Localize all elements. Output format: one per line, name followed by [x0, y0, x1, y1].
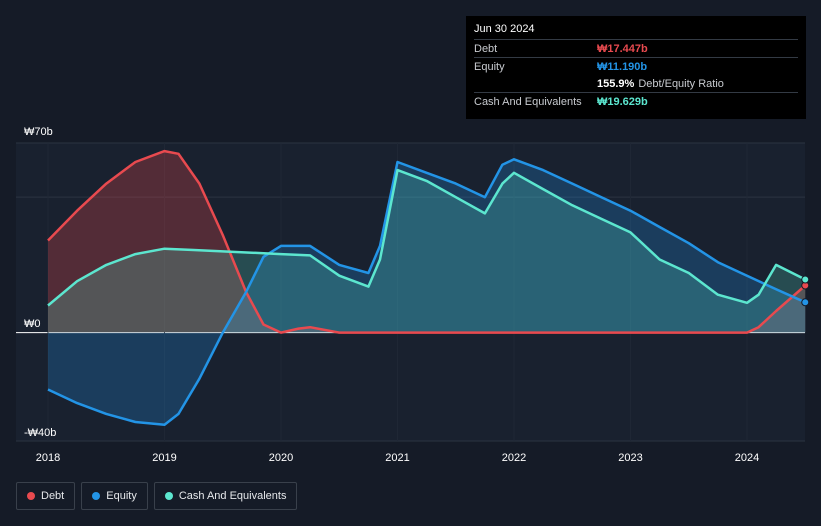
x-tick-label: 2018: [36, 452, 60, 464]
x-tick-label: 2020: [269, 452, 293, 464]
debt-line: [47, 149, 807, 334]
y-tick-label: ₩0: [24, 318, 41, 330]
tooltip-row-label: Equity: [474, 60, 505, 73]
x-tick-label: 2021: [385, 452, 409, 464]
legend-label: Cash And Equivalents: [178, 490, 287, 502]
legend-dot-icon: [164, 492, 173, 500]
tooltip-row: Equity ₩11.190b: [474, 57, 798, 75]
tooltip-panel: Jun 30 2024 Debt ₩17.447b Equity ₩11.190b 15…: [466, 16, 806, 119]
legend-label: Debt: [41, 490, 65, 502]
legend-dot-icon: [27, 492, 35, 500]
tooltip-row-label: Debt: [474, 42, 498, 55]
tooltip-row-value: ₩19.629b: [597, 95, 648, 108]
legend-item[interactable]: Equity: [81, 482, 148, 510]
x-tick-label: 2019: [152, 452, 176, 464]
tooltip-row: Debt ₩17.447b: [474, 39, 798, 57]
plot-background: [16, 143, 805, 441]
equity-line: [47, 158, 806, 426]
tooltip-row-value: ₩11.190b: [597, 60, 648, 73]
cash-and-equivalents-line: [47, 168, 806, 307]
x-tick-label: 2022: [502, 452, 526, 464]
legend-label: Equity: [106, 490, 137, 502]
x-tick-label: 2024: [735, 452, 759, 464]
y-tick-label: -₩40b: [24, 427, 56, 439]
cash-and-equivalents-end-point: [801, 275, 810, 284]
y-tick-label: ₩70b: [24, 126, 53, 138]
tooltip-row: Cash And Equivalents ₩19.629b: [474, 92, 798, 110]
debt-area: [48, 151, 806, 333]
tooltip-row-label: Cash And Equivalents: [474, 95, 582, 108]
legend: Debt Equity Cash And Equivalents: [16, 482, 298, 510]
tooltip-row: 155.9% Debt/Equity Ratio: [474, 75, 798, 92]
legend-item[interactable]: Cash And Equivalents: [153, 482, 298, 510]
tooltip-row-value: ₩17.447b: [597, 42, 648, 55]
tooltip-row-value: 155.9%: [597, 77, 635, 90]
legend-item[interactable]: Debt: [16, 482, 76, 510]
tooltip-ratio-label: Debt/Equity Ratio: [638, 77, 724, 90]
equity-end-point: [801, 298, 810, 307]
cash-and-equivalents-area: [48, 170, 806, 333]
tooltip-date: Jun 30 2024: [474, 23, 535, 35]
x-tick-label: 2023: [618, 452, 642, 464]
legend-dot-icon: [92, 492, 101, 500]
